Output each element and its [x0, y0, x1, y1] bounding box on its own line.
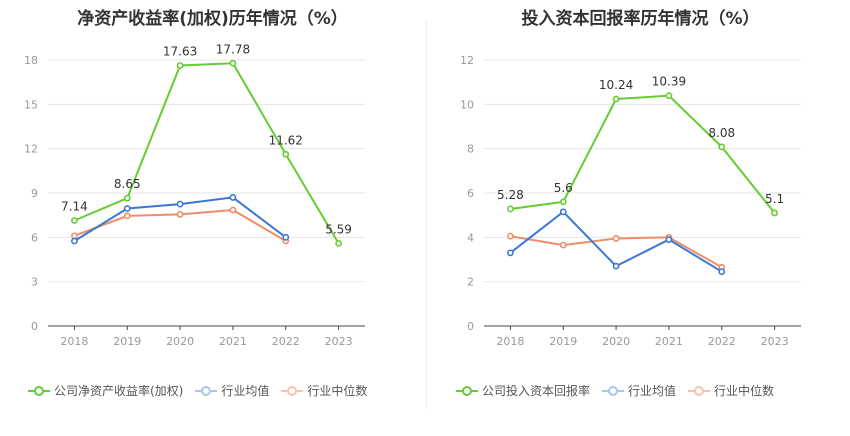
roic-chart-plot: 0 2 4 6 8 10 12 2018 2019 2020 2021 2022 2023 5.28 5.6…	[460, 54, 801, 348]
data-point-company	[282, 150, 290, 158]
data-point-industry-median	[229, 206, 237, 214]
y-tick-label: 12	[24, 143, 38, 156]
series-line-company	[510, 94, 776, 214]
legend-swatch-industry-mean-roic	[602, 385, 625, 396]
data-point-industry-median	[559, 241, 567, 249]
legend-swatch-industry-median	[281, 385, 304, 396]
roe-chart-plot: 0 3 6 9 12 15 18 2018 2019 2020 2021 2022 2023 7.14 8.…	[24, 42, 365, 348]
data-point-industry-mean	[665, 236, 673, 243]
data-point-company	[771, 209, 778, 217]
data-label: 8.65	[114, 177, 141, 191]
data-point-industry-mean	[229, 194, 237, 201]
data-point-company	[176, 62, 184, 69]
data-point-company	[718, 143, 726, 151]
legend-item-company-roic[interactable]: 公司投入资本回报率	[456, 382, 590, 399]
x-tick-label: 2021	[219, 335, 247, 348]
data-point-industry-median	[123, 212, 131, 220]
x-tick-label: 2020	[602, 335, 630, 348]
y-tick-label: 15	[24, 98, 38, 111]
legend-item-industry-median-roic[interactable]: 行业中位数	[688, 382, 774, 399]
data-point-company	[559, 198, 567, 206]
x-tick-label: 2018	[60, 335, 88, 348]
x-tick-label: 2023	[761, 335, 789, 348]
data-point-industry-mean	[559, 208, 567, 216]
y-tick-label: 0	[31, 320, 38, 333]
legend-item-industry-mean[interactable]: 行业均值	[195, 382, 269, 399]
legend-item-company-roe[interactable]: 公司净资产收益率(加权)	[28, 382, 183, 399]
y-tick-label: 4	[467, 231, 474, 244]
legend-swatch-industry-mean	[195, 385, 218, 396]
y-tick-label: 9	[31, 187, 38, 200]
legend-label-industry-median: 行业中位数	[307, 384, 368, 398]
data-point-industry-mean	[123, 205, 131, 212]
x-tick-label: 2020	[166, 335, 194, 348]
y-tick-label: 3	[31, 276, 38, 289]
y-tick-label: 6	[31, 231, 38, 244]
series-line-company	[74, 62, 340, 244]
roic-chart-title: 投入资本回报率历年情况（%）	[521, 9, 760, 29]
data-point-industry-median	[176, 211, 184, 218]
data-point-company	[665, 92, 673, 100]
roe-legend: 公司净资产收益率(加权) 行业均值 行业中位数	[28, 382, 379, 399]
roic-legend: 公司投入资本回报率 行业均值 行业中位数	[456, 382, 786, 399]
data-point-company	[123, 194, 131, 202]
data-label: 7.14	[61, 199, 88, 213]
roe-chart-panel: 净资产收益率(加权)历年情况（%） 0 3 6 9 12 15 18 2018 2019 2020…	[24, 9, 379, 399]
data-label: 17.78	[216, 42, 250, 56]
data-point-company	[71, 217, 78, 224]
legend-swatch-company-roic	[456, 385, 478, 396]
legend-item-industry-mean-roic[interactable]: 行业均值	[602, 382, 676, 399]
data-point-company	[507, 205, 514, 213]
x-tick-label: 2018	[496, 335, 524, 348]
data-point-industry-mean	[612, 262, 620, 270]
y-tick-label: 0	[467, 320, 474, 333]
data-label: 17.63	[163, 44, 197, 58]
x-tick-label: 2019	[549, 335, 577, 348]
x-tick-label: 2019	[113, 335, 141, 348]
data-label: 11.62	[269, 133, 303, 147]
data-label: 10.39	[652, 75, 686, 89]
data-label: 10.24	[599, 78, 633, 92]
data-point-industry-mean	[507, 249, 514, 257]
legend-swatch-industry-median-roic	[688, 385, 711, 396]
data-point-industry-mean	[176, 200, 184, 208]
data-point-industry-median	[612, 235, 620, 242]
legend-label-industry-mean-roic: 行业均值	[628, 384, 677, 398]
legend-label-industry-median-roic: 行业中位数	[714, 384, 775, 398]
data-point-industry-mean	[718, 268, 726, 276]
data-point-industry-mean	[282, 233, 290, 241]
data-point-company	[335, 239, 342, 247]
y-tick-label: 10	[460, 98, 474, 111]
data-label: 5.59	[325, 222, 352, 236]
data-point-company	[229, 59, 237, 67]
roe-chart-title: 净资产收益率(加权)历年情况（%）	[77, 9, 348, 29]
legend-label-industry-mean: 行业均值	[221, 384, 270, 398]
panel-divider	[426, 20, 427, 410]
y-tick-label: 6	[467, 187, 474, 200]
x-tick-label: 2023	[325, 335, 353, 348]
data-label: 5.1	[765, 192, 784, 206]
data-point-company	[612, 95, 620, 103]
data-label: 8.08	[708, 126, 735, 140]
y-tick-label: 18	[24, 54, 38, 67]
y-tick-label: 2	[467, 276, 474, 289]
data-label: 5.6	[554, 181, 573, 195]
legend-label-company-roe: 公司净资产收益率(加权)	[54, 384, 184, 398]
x-tick-label: 2021	[655, 335, 683, 348]
y-tick-label: 8	[467, 143, 474, 156]
y-tick-label: 12	[460, 54, 474, 67]
data-point-industry-mean	[71, 237, 78, 245]
x-tick-label: 2022	[708, 335, 736, 348]
roic-chart-panel: 投入资本回报率历年情况（%） 0 2 4 6 8 10 12 2018 2019 2020 2021…	[428, 0, 850, 436]
legend-item-industry-median[interactable]: 行业中位数	[281, 382, 367, 399]
data-label: 5.28	[497, 188, 524, 202]
x-tick-label: 2022	[272, 335, 300, 348]
legend-swatch-company-roe	[28, 385, 50, 396]
legend-label-company-roic: 公司投入资本回报率	[482, 384, 591, 398]
data-point-industry-median	[507, 232, 514, 240]
